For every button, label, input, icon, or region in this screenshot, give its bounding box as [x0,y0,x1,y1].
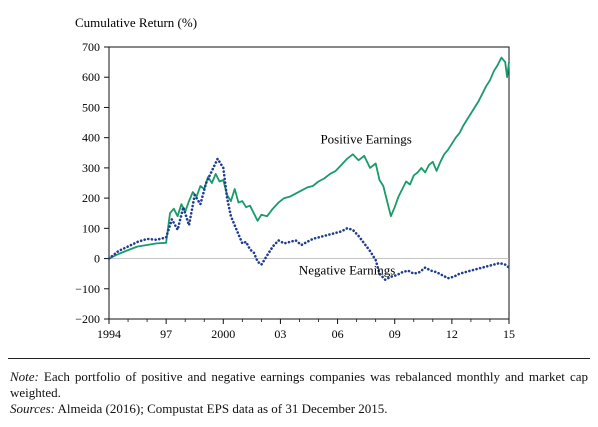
line-chart: Cumulative Return (%) 700 600 500 400 300 200… [75,15,515,341]
y-axis-title: Cumulative Return (%) [75,15,197,30]
sources-line: Sources: Almeida (2016); Compustat EPS d… [10,401,588,417]
x-tick-label: 09 [389,327,401,341]
y-tick-label: 600 [82,70,100,84]
note-text: Each portfolio of positive and negative … [10,369,588,400]
annotations: Positive Earnings Negative Earnings [299,132,412,278]
x-tick-label: 1994 [97,327,121,341]
x-tick-label: 2000 [211,327,235,341]
x-tick-label: 12 [446,327,458,341]
y-axis: 700 600 500 400 300 200 100 0 −100 −200 [75,40,109,326]
sources-text: Almeida (2016); Compustat EPS data as of… [55,401,388,416]
y-tick-label: −200 [75,312,100,326]
x-tick-label: 15 [503,327,515,341]
sources-label: Sources: [10,401,56,416]
x-axis: 1994 97 2000 03 06 09 12 15 [97,319,515,341]
y-tick-label: 100 [82,221,100,235]
x-tick-label: 03 [274,327,286,341]
annotation-negative-earnings: Negative Earnings [299,262,395,277]
y-tick-label: −100 [75,282,100,296]
note-label: Note: [10,369,39,384]
y-tick-label: 0 [94,252,100,266]
y-tick-label: 400 [82,131,100,145]
y-tick-label: 700 [82,40,100,54]
y-tick-label: 300 [82,161,100,175]
x-tick-label: 97 [160,327,172,341]
plot-frame [108,46,510,320]
annotation-positive-earnings: Positive Earnings [320,132,411,147]
y-tick-label: 200 [82,191,100,205]
note-line: Note: Each portfolio of positive and neg… [10,369,588,401]
series-line-negative-earnings [107,157,511,282]
y-tick-label: 500 [82,100,100,114]
series-line-positive-earnings [108,56,510,260]
note-divider [8,358,590,359]
series-group [107,56,511,282]
x-tick-label: 06 [332,327,344,341]
